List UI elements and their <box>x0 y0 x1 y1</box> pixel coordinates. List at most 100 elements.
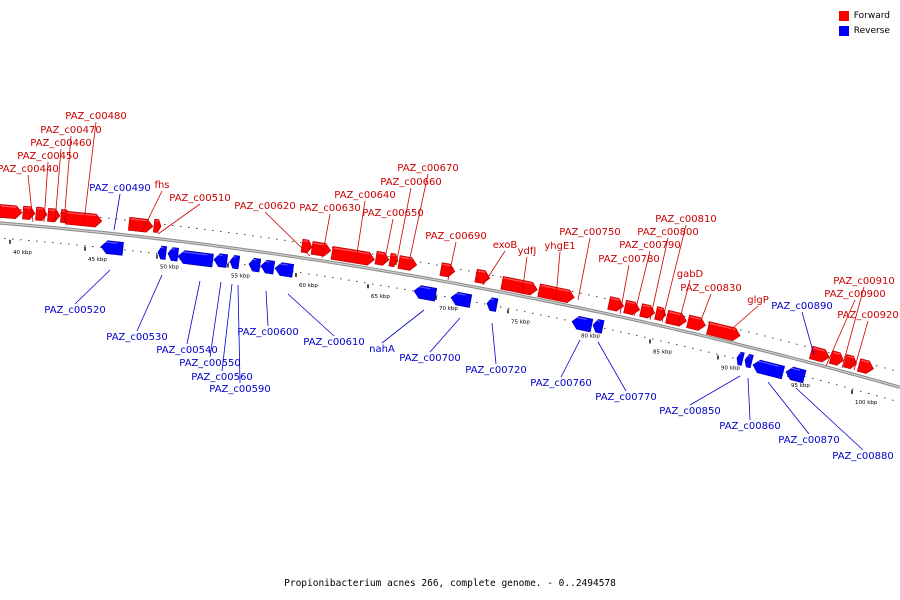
gene-highlight <box>333 247 370 255</box>
reverse-gene-arrow <box>592 319 605 334</box>
forward-gene-arrow <box>686 314 706 331</box>
gene-highlight <box>391 254 396 257</box>
gene-label: PAZ_c00650 <box>362 208 423 219</box>
scale-tick-label: 65 kbp <box>371 294 390 300</box>
forward-gene-arrow <box>397 255 418 271</box>
gene-label: exoB <box>493 240 518 251</box>
forward-gene-body <box>500 276 538 296</box>
forward-gene-arrow <box>388 252 399 268</box>
gene-highlight <box>657 307 664 310</box>
gene-label: PAZ_c00720 <box>465 365 526 376</box>
gene-label-leader <box>265 290 269 327</box>
gene-label-leader <box>555 251 561 298</box>
gene-label: PAZ_c00900 <box>824 289 885 300</box>
scale-tick-label: 40 kbp <box>13 250 32 256</box>
reverse-gene-body <box>213 253 229 268</box>
gene-label: PAZ_c00440 <box>0 164 59 175</box>
forward-gene-body <box>623 299 641 316</box>
gene-highlight <box>130 218 148 222</box>
forward-gene-arrow <box>439 262 456 278</box>
gene-label-leader <box>381 309 425 344</box>
gene-label: fhs <box>154 180 169 191</box>
gene-label: yhgE1 <box>544 241 575 252</box>
gene-label-leader <box>661 224 687 323</box>
gene-label-leader <box>447 241 457 281</box>
forward-gene-body <box>665 309 687 327</box>
forward-gene-body <box>127 216 154 233</box>
reverse-gene-arrow <box>157 245 168 260</box>
gene-highlight <box>668 311 682 316</box>
scale-tick-label: 60 kbp <box>299 283 318 289</box>
gene-label: PAZ_c00920 <box>837 310 898 321</box>
reverse-gene-arrow <box>167 247 180 262</box>
reverse-gene-body <box>752 359 786 380</box>
gene-highlight <box>503 277 533 285</box>
forward-gene-body <box>152 218 162 233</box>
scale-tick-label: 85 kbp <box>653 349 672 355</box>
forward-gene-body <box>686 314 706 331</box>
reverse-gene-arrow <box>785 366 807 384</box>
gene-highlight <box>313 242 326 246</box>
legend-forward-label: Forward <box>853 10 890 21</box>
forward-gene-arrow <box>152 218 162 233</box>
gene-label-leader <box>825 299 856 367</box>
forward-swatch <box>838 10 849 21</box>
gene-highlight <box>169 248 175 250</box>
gene-label-leader <box>141 190 163 233</box>
gene-label: PAZ_c00450 <box>17 151 78 162</box>
gene-highlight <box>861 359 870 364</box>
reverse-gene-arrow <box>248 257 262 273</box>
gene-label-leader <box>633 250 651 317</box>
legend-forward: Forward <box>838 8 890 23</box>
gene-label: PAZ_c00490 <box>89 183 150 194</box>
gene-label-leader <box>795 387 864 451</box>
gene-label: PAZ_c00830 <box>680 283 741 294</box>
gene-label-leader <box>697 293 712 329</box>
reverse-gene-body <box>260 259 276 275</box>
gene-label-leader <box>157 203 201 235</box>
gene-highlight <box>710 322 736 331</box>
scale-tick-label: 55 kbp <box>231 273 250 279</box>
forward-gene-body <box>856 358 874 374</box>
gene-highlight <box>626 301 636 305</box>
gene-highlight <box>303 240 309 243</box>
gene-label-leader <box>577 237 591 301</box>
gene-highlight <box>813 347 826 352</box>
gene-label: PAZ_c00780 <box>598 254 659 265</box>
reverse-gene-arrow <box>260 259 276 275</box>
gene-label: PAZ_c00640 <box>334 190 395 201</box>
forward-gene-arrow <box>842 353 857 370</box>
gene-label-leader <box>113 193 121 231</box>
reverse-gene-body <box>157 245 168 260</box>
gene-label-leader <box>482 250 506 286</box>
gene-label-leader <box>689 375 741 406</box>
forward-gene-body <box>0 204 23 220</box>
gene-highlight <box>49 209 56 212</box>
gene-label: PAZ_c00870 <box>778 435 839 446</box>
gene-label-leader <box>597 341 627 392</box>
legend-reverse: Reverse <box>838 23 890 38</box>
gene-label: PAZ_c00850 <box>659 406 720 417</box>
reverse-gene-arrow <box>571 316 594 333</box>
gene-label: PAZ_c00590 <box>209 384 270 395</box>
gene-label: PAZ_c00750 <box>559 227 620 238</box>
gene-highlight <box>788 366 800 371</box>
gene-highlight <box>689 316 701 320</box>
gene-label: PAZ_c00800 <box>637 227 698 238</box>
forward-gene-arrow <box>500 276 538 296</box>
forward-gene-arrow <box>65 210 103 228</box>
gene-label-leader <box>747 377 751 421</box>
scale-tick-label: 50 kbp <box>160 265 179 271</box>
reverse-swatch <box>838 25 849 36</box>
gene-label-leader <box>209 281 222 358</box>
reverse-gene-body <box>785 366 807 384</box>
gene-label: PAZ_c00600 <box>237 327 298 338</box>
backbone-highlight <box>0 222 900 388</box>
reverse-gene-body <box>744 353 754 369</box>
gene-highlight <box>179 250 208 256</box>
forward-gene-body <box>842 353 857 370</box>
gene-label-leader <box>619 264 630 315</box>
gene-label-leader <box>677 279 691 327</box>
forward-gene-arrow <box>639 303 656 319</box>
